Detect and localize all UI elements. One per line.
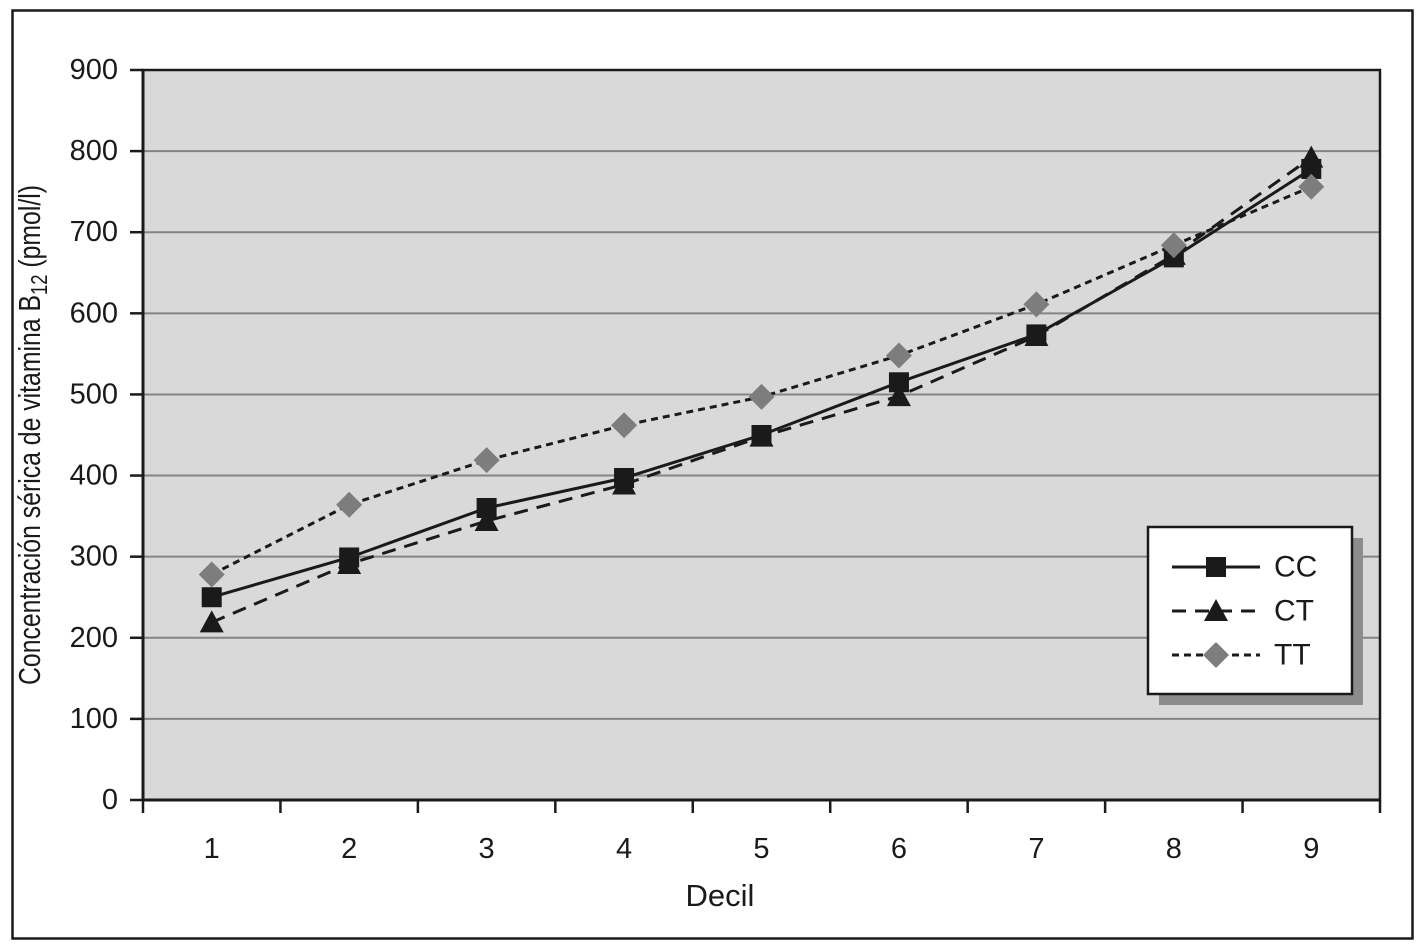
- diamond-marker-TT-4: [611, 412, 638, 439]
- x-tick-label-5: 5: [753, 833, 769, 865]
- square-marker-CC-9: [1301, 158, 1322, 179]
- square-marker-CC-5: [751, 425, 772, 445]
- y-tick-label-0: 0: [102, 784, 118, 816]
- legend-triangle-icon: [1204, 599, 1228, 621]
- x-tick-label-8: 8: [1166, 833, 1182, 865]
- diamond-marker-TT-9: [1298, 173, 1325, 200]
- legend-square-icon: [1206, 557, 1226, 577]
- legend-diamond-icon: [1203, 642, 1229, 668]
- diamond-marker-TT-2: [336, 491, 363, 518]
- x-tick-label-1: 1: [204, 833, 220, 865]
- triangle-marker-CT-6: [886, 384, 911, 407]
- square-marker-CC-2: [339, 547, 360, 568]
- y-tick-label-800: 800: [70, 135, 118, 167]
- triangle-marker-CT-3: [474, 508, 499, 531]
- diamond-marker-TT-7: [1023, 291, 1050, 318]
- legend-label-CT: CT: [1274, 595, 1314, 628]
- y-tick-label-300: 300: [70, 541, 118, 573]
- x-tick-label-4: 4: [616, 833, 632, 865]
- x-tick-label-9: 9: [1303, 833, 1319, 865]
- outer-frame: [11, 9, 1414, 940]
- square-marker-CC-1: [201, 587, 222, 608]
- y-tick-label-900: 900: [70, 54, 118, 86]
- x-tick-label-3: 3: [479, 833, 495, 865]
- triangle-marker-CT-1: [199, 610, 224, 633]
- y-axis-title: Concentración sérica de vitamina B12 (pm…: [12, 185, 52, 685]
- y-tick-label-200: 200: [70, 622, 118, 654]
- square-marker-CC-6: [888, 372, 909, 393]
- square-marker-CC-4: [614, 467, 635, 488]
- square-marker-CC-7: [1026, 324, 1047, 345]
- x-axis-title: Decil: [686, 878, 755, 913]
- y-tick-label-700: 700: [70, 216, 118, 248]
- diamond-marker-TT-3: [473, 447, 500, 474]
- legend-label-CC: CC: [1274, 551, 1317, 584]
- diamond-marker-TT-1: [198, 561, 225, 588]
- x-tick-label-7: 7: [1028, 833, 1044, 865]
- y-tick-label-600: 600: [70, 297, 118, 329]
- legend-label-TT: TT: [1274, 639, 1311, 672]
- y-tick-label-500: 500: [70, 378, 118, 410]
- y-tick-label-100: 100: [70, 703, 118, 735]
- square-marker-CC-3: [476, 498, 497, 518]
- y-tick-label-400: 400: [70, 460, 118, 492]
- x-tick-label-2: 2: [341, 833, 357, 865]
- diamond-marker-TT-5: [748, 383, 775, 410]
- diamond-marker-TT-6: [885, 342, 912, 369]
- x-tick-label-6: 6: [891, 833, 907, 865]
- diamond-marker-TT-8: [1160, 232, 1187, 259]
